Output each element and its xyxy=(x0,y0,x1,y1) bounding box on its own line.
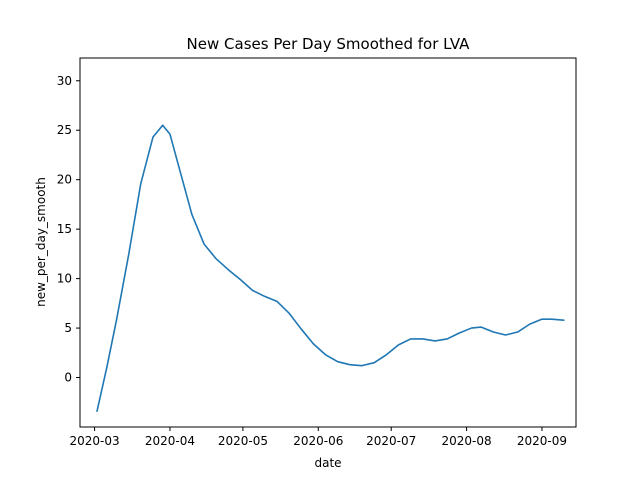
x-tick-label: 2020-04 xyxy=(145,434,195,448)
x-axis-label: date xyxy=(314,456,341,470)
x-tick-label: 2020-08 xyxy=(442,434,492,448)
x-tick-label: 2020-06 xyxy=(293,434,343,448)
y-tick-label: 15 xyxy=(57,222,72,236)
x-axis: 2020-03 2020-04 2020-05 2020-06 2020-07 2020-… xyxy=(70,427,567,448)
y-tick-label: 0 xyxy=(64,371,72,385)
x-tick-label: 2020-05 xyxy=(218,434,268,448)
y-tick-label: 25 xyxy=(57,123,72,137)
y-tick-label: 10 xyxy=(57,272,72,286)
series-line-0 xyxy=(96,124,565,412)
y-axis: 0 5 10 15 20 25 30 xyxy=(57,74,80,385)
x-tick-label: 2020-07 xyxy=(366,434,416,448)
x-tick-label: 2020-03 xyxy=(70,434,120,448)
plot-layer xyxy=(96,124,565,412)
chart-title: New Cases Per Day Smoothed for LVA xyxy=(187,35,471,53)
y-tick-label: 20 xyxy=(57,173,72,187)
x-tick-label: 2020-09 xyxy=(517,434,567,448)
y-tick-label: 30 xyxy=(57,74,72,88)
y-axis-label: new_per_day_smooth xyxy=(34,177,48,307)
plot-area-frame xyxy=(79,57,577,428)
y-tick-label: 5 xyxy=(64,321,72,335)
